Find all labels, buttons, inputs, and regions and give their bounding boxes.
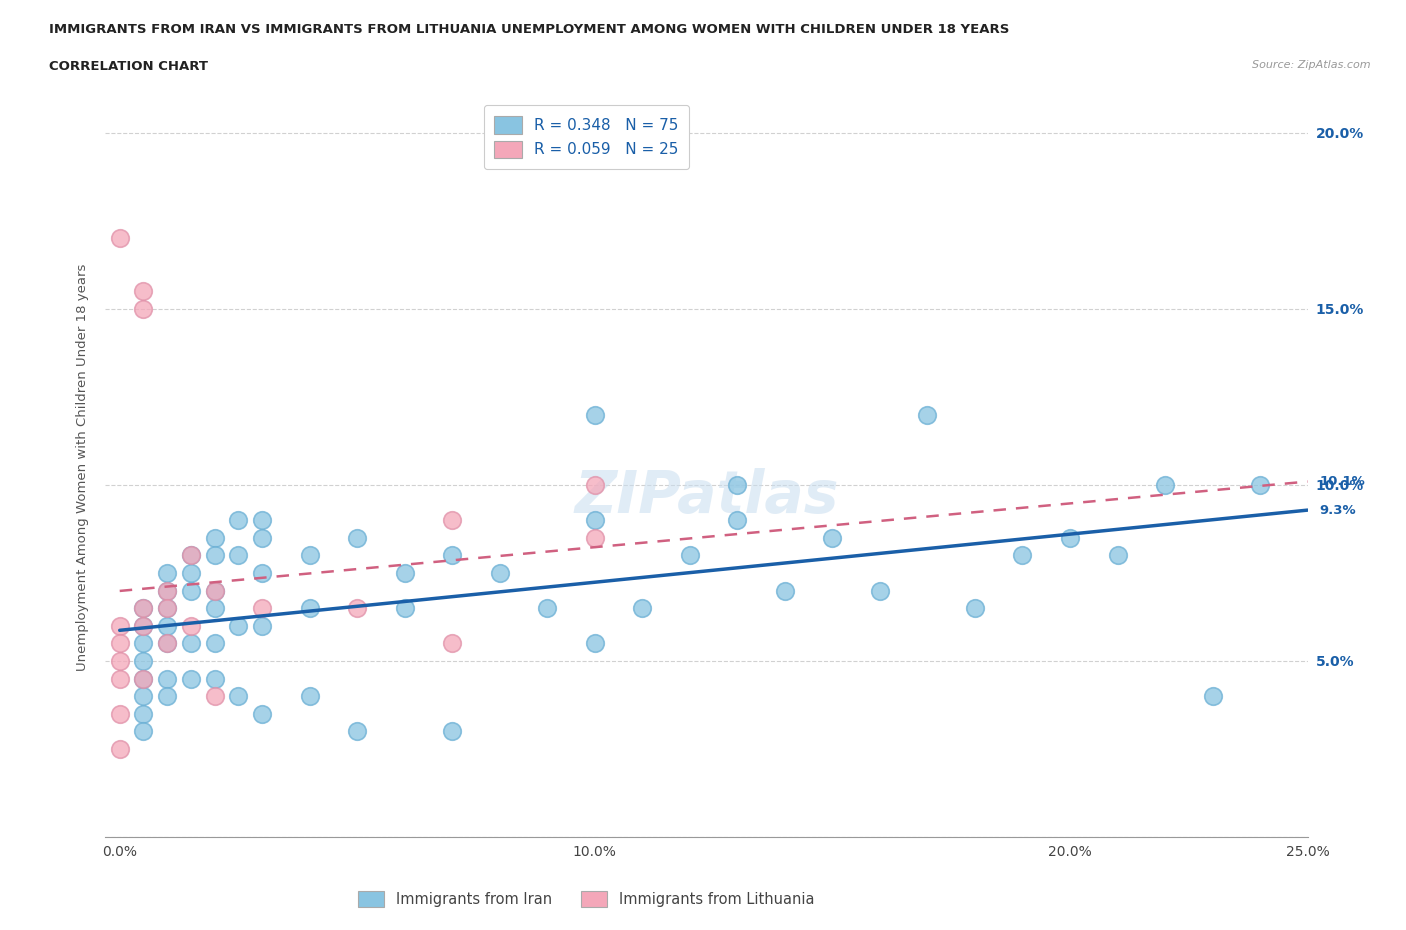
Point [252, 618, 274, 633]
Point [583, 530, 606, 545]
Point [441, 636, 464, 651]
Point [228, 548, 250, 563]
Point [963, 601, 986, 616]
Point [252, 601, 274, 616]
Point [132, 707, 155, 722]
Point [132, 689, 155, 704]
Point [346, 530, 368, 545]
Point [180, 583, 202, 598]
Point [108, 707, 131, 722]
Point [821, 530, 844, 545]
Point [725, 512, 748, 527]
Legend: Immigrants from Iran, Immigrants from Lithuania: Immigrants from Iran, Immigrants from Li… [350, 884, 823, 915]
Point [180, 636, 202, 651]
Point [228, 512, 250, 527]
Text: 10.1%: 10.1% [1320, 475, 1365, 488]
Point [488, 565, 510, 580]
Point [583, 407, 606, 422]
Point [252, 512, 274, 527]
Point [583, 636, 606, 651]
Point [394, 601, 416, 616]
Point [204, 636, 226, 651]
Point [156, 601, 179, 616]
Point [346, 601, 368, 616]
Point [298, 548, 321, 563]
Point [252, 707, 274, 722]
Point [156, 618, 179, 633]
Point [132, 618, 155, 633]
Point [298, 601, 321, 616]
Point [725, 477, 748, 492]
Point [156, 671, 179, 686]
Point [228, 689, 250, 704]
Point [869, 583, 891, 598]
Point [156, 565, 179, 580]
Point [180, 565, 202, 580]
Point [204, 671, 226, 686]
Text: ZIPatlas: ZIPatlas [574, 469, 839, 525]
Point [228, 618, 250, 633]
Point [156, 601, 179, 616]
Point [156, 636, 179, 651]
Point [108, 636, 131, 651]
Text: CORRELATION CHART: CORRELATION CHART [49, 60, 208, 73]
Point [204, 689, 226, 704]
Point [108, 618, 131, 633]
Point [631, 601, 654, 616]
Point [204, 583, 226, 598]
Point [441, 548, 464, 563]
Point [132, 284, 155, 299]
Point [132, 618, 155, 633]
Point [180, 548, 202, 563]
Point [252, 565, 274, 580]
Point [204, 601, 226, 616]
Point [132, 671, 155, 686]
Point [132, 301, 155, 316]
Point [132, 671, 155, 686]
Point [346, 724, 368, 738]
Point [394, 565, 416, 580]
Point [773, 583, 796, 598]
Point [441, 512, 464, 527]
Point [679, 548, 702, 563]
Point [536, 601, 558, 616]
Point [156, 583, 179, 598]
Point [252, 530, 274, 545]
Point [917, 407, 939, 422]
Point [156, 636, 179, 651]
Text: Source: ZipAtlas.com: Source: ZipAtlas.com [1253, 60, 1371, 71]
Point [156, 689, 179, 704]
Point [132, 601, 155, 616]
Point [132, 636, 155, 651]
Point [204, 530, 226, 545]
Point [108, 231, 131, 246]
Point [132, 724, 155, 738]
Point [204, 583, 226, 598]
Point [1249, 477, 1271, 492]
Point [1154, 477, 1177, 492]
Point [156, 583, 179, 598]
Point [132, 601, 155, 616]
Point [204, 548, 226, 563]
Point [583, 477, 606, 492]
Text: 9.3%: 9.3% [1320, 504, 1357, 516]
Point [583, 512, 606, 527]
Point [108, 654, 131, 669]
Point [180, 671, 202, 686]
Point [1059, 530, 1081, 545]
Point [1201, 689, 1223, 704]
Point [1107, 548, 1129, 563]
Point [108, 671, 131, 686]
Y-axis label: Unemployment Among Women with Children Under 18 years: Unemployment Among Women with Children U… [76, 263, 89, 671]
Text: IMMIGRANTS FROM IRAN VS IMMIGRANTS FROM LITHUANIA UNEMPLOYMENT AMONG WOMEN WITH : IMMIGRANTS FROM IRAN VS IMMIGRANTS FROM … [49, 23, 1010, 36]
Point [180, 548, 202, 563]
Point [1011, 548, 1033, 563]
Point [298, 689, 321, 704]
Point [180, 618, 202, 633]
Point [441, 724, 464, 738]
Point [108, 741, 131, 756]
Point [132, 654, 155, 669]
